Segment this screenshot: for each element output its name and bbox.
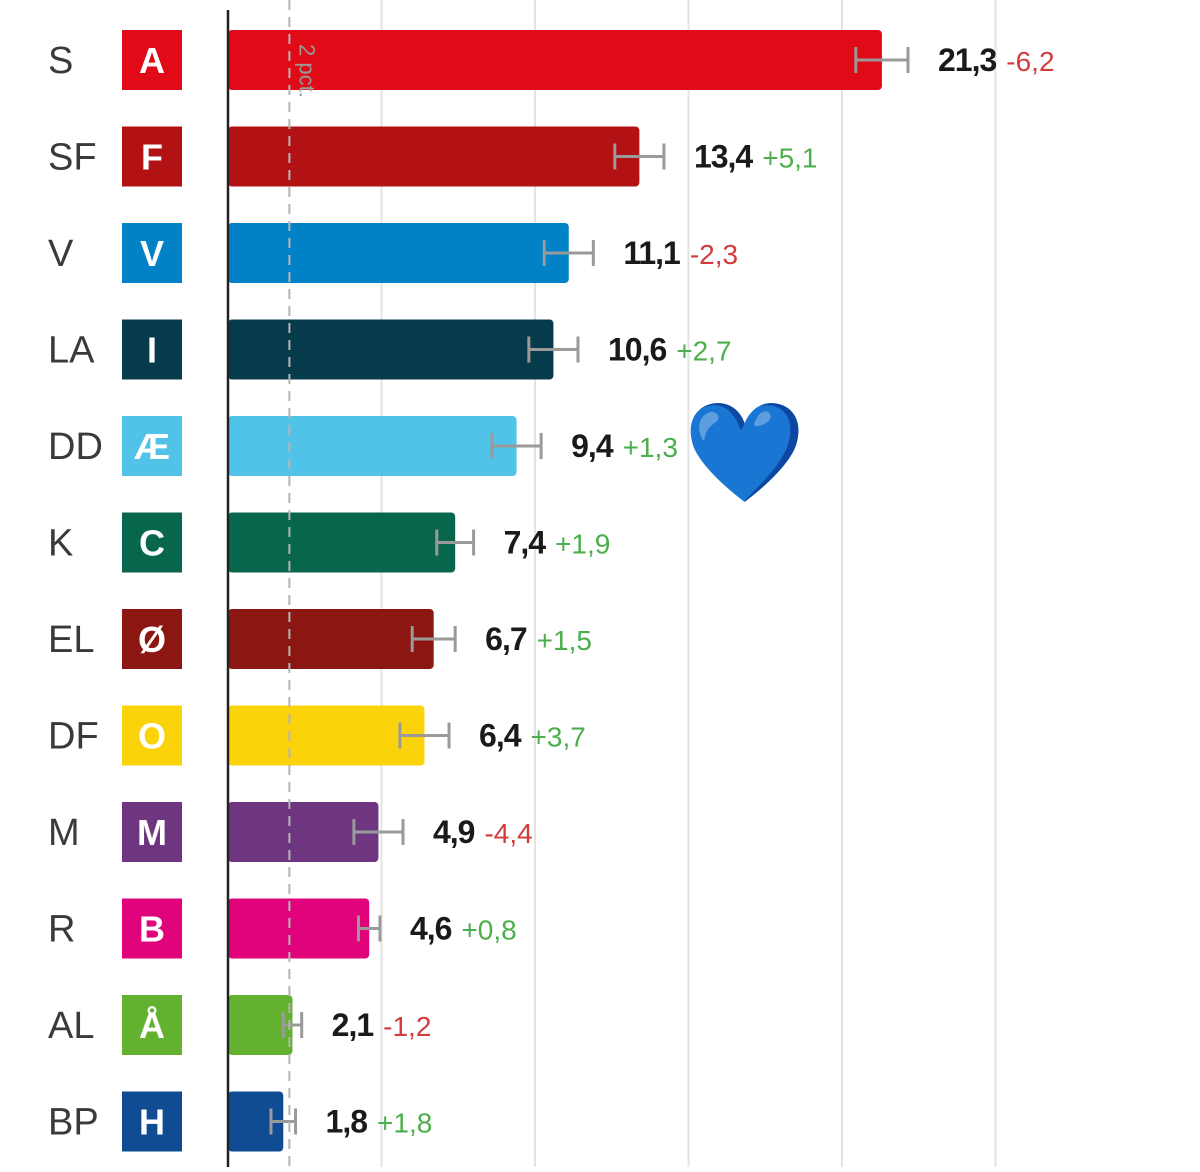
value-label-sf: 13,4 [694,139,753,175]
party-abbr-r: R [48,909,75,951]
party-letter-v: V [140,233,164,274]
value-label-df: 6,4 [479,718,522,754]
bar-m [228,802,379,862]
party-abbr-v: V [48,233,74,275]
bar-dd [228,416,517,476]
change-label-sf: +5,1 [762,143,817,174]
party-abbr-al: AL [48,1005,94,1047]
blue-heart-emoji: 💙 [684,397,807,507]
threshold-label: 2 pct. [294,44,319,98]
party-badge-dd [122,416,182,476]
party-abbr-s: S [48,40,73,82]
party-letter-k: C [139,523,165,564]
party-badge-el [122,609,182,669]
party-badge-s [122,30,182,90]
value-label-dd: 9,4 [571,428,614,464]
party-letter-sf: F [141,137,163,178]
party-abbr-sf: SF [48,137,97,179]
bar-al [228,995,293,1055]
party-letter-la: I [147,330,157,371]
value-label-al: 2,1 [332,1007,374,1043]
change-label-k: +1,9 [555,529,610,560]
value-label-v: 11,1 [623,235,680,271]
party-letter-bp: H [139,1102,165,1143]
bar-df [228,705,425,766]
party-abbr-bp: BP [48,1102,99,1144]
party-abbr-el: EL [48,619,94,661]
party-abbr-k: K [48,523,73,565]
value-label-el: 6,7 [485,621,527,657]
bar-sf [228,126,640,187]
value-label-k: 7,4 [504,525,547,561]
party-badge-bp [122,1091,182,1152]
change-label-el: +1,5 [537,625,592,656]
change-label-la: +2,7 [676,336,731,367]
value-label-la: 10,6 [608,332,666,368]
bar-bp [228,1091,284,1152]
change-label-df: +3,7 [531,722,586,753]
bar-v [228,223,569,283]
party-badge-m [122,802,182,862]
party-abbr-dd: DD [48,426,103,468]
value-label-m: 4,9 [433,814,475,850]
party-abbr-df: DF [48,716,99,758]
party-letter-s: A [139,40,165,81]
party-badge-v [122,223,182,283]
change-label-al: -1,2 [383,1011,431,1042]
party-badge-al [122,995,182,1055]
bar-la [228,319,554,380]
bar-r [228,898,370,959]
change-label-r: +0,8 [461,915,516,946]
bar-k [228,512,456,573]
party-badge-la [122,319,182,380]
party-letter-el: Ø [138,619,166,660]
party-letter-al: Å [139,1005,165,1046]
change-label-bp: +1,8 [377,1108,432,1139]
party-badge-df [122,705,182,766]
value-label-bp: 1,8 [326,1104,368,1140]
change-label-v: -2,3 [690,239,738,270]
party-letter-df: O [138,716,166,757]
value-label-s: 21,3 [938,42,996,78]
change-label-m: -4,4 [484,818,532,849]
change-label-dd: +1,3 [623,432,678,463]
bar-el [228,609,434,669]
party-abbr-la: LA [48,330,95,372]
value-label-r: 4,6 [410,911,452,947]
change-label-s: -6,2 [1006,46,1054,77]
party-badge-sf [122,126,182,187]
bar-s [228,30,882,90]
party-letter-dd: Æ [134,426,170,467]
party-letter-r: B [139,909,165,950]
party-badge-k [122,512,182,573]
party-badge-r [122,898,182,959]
party-letter-m: M [137,812,167,853]
party-abbr-m: M [48,812,80,854]
